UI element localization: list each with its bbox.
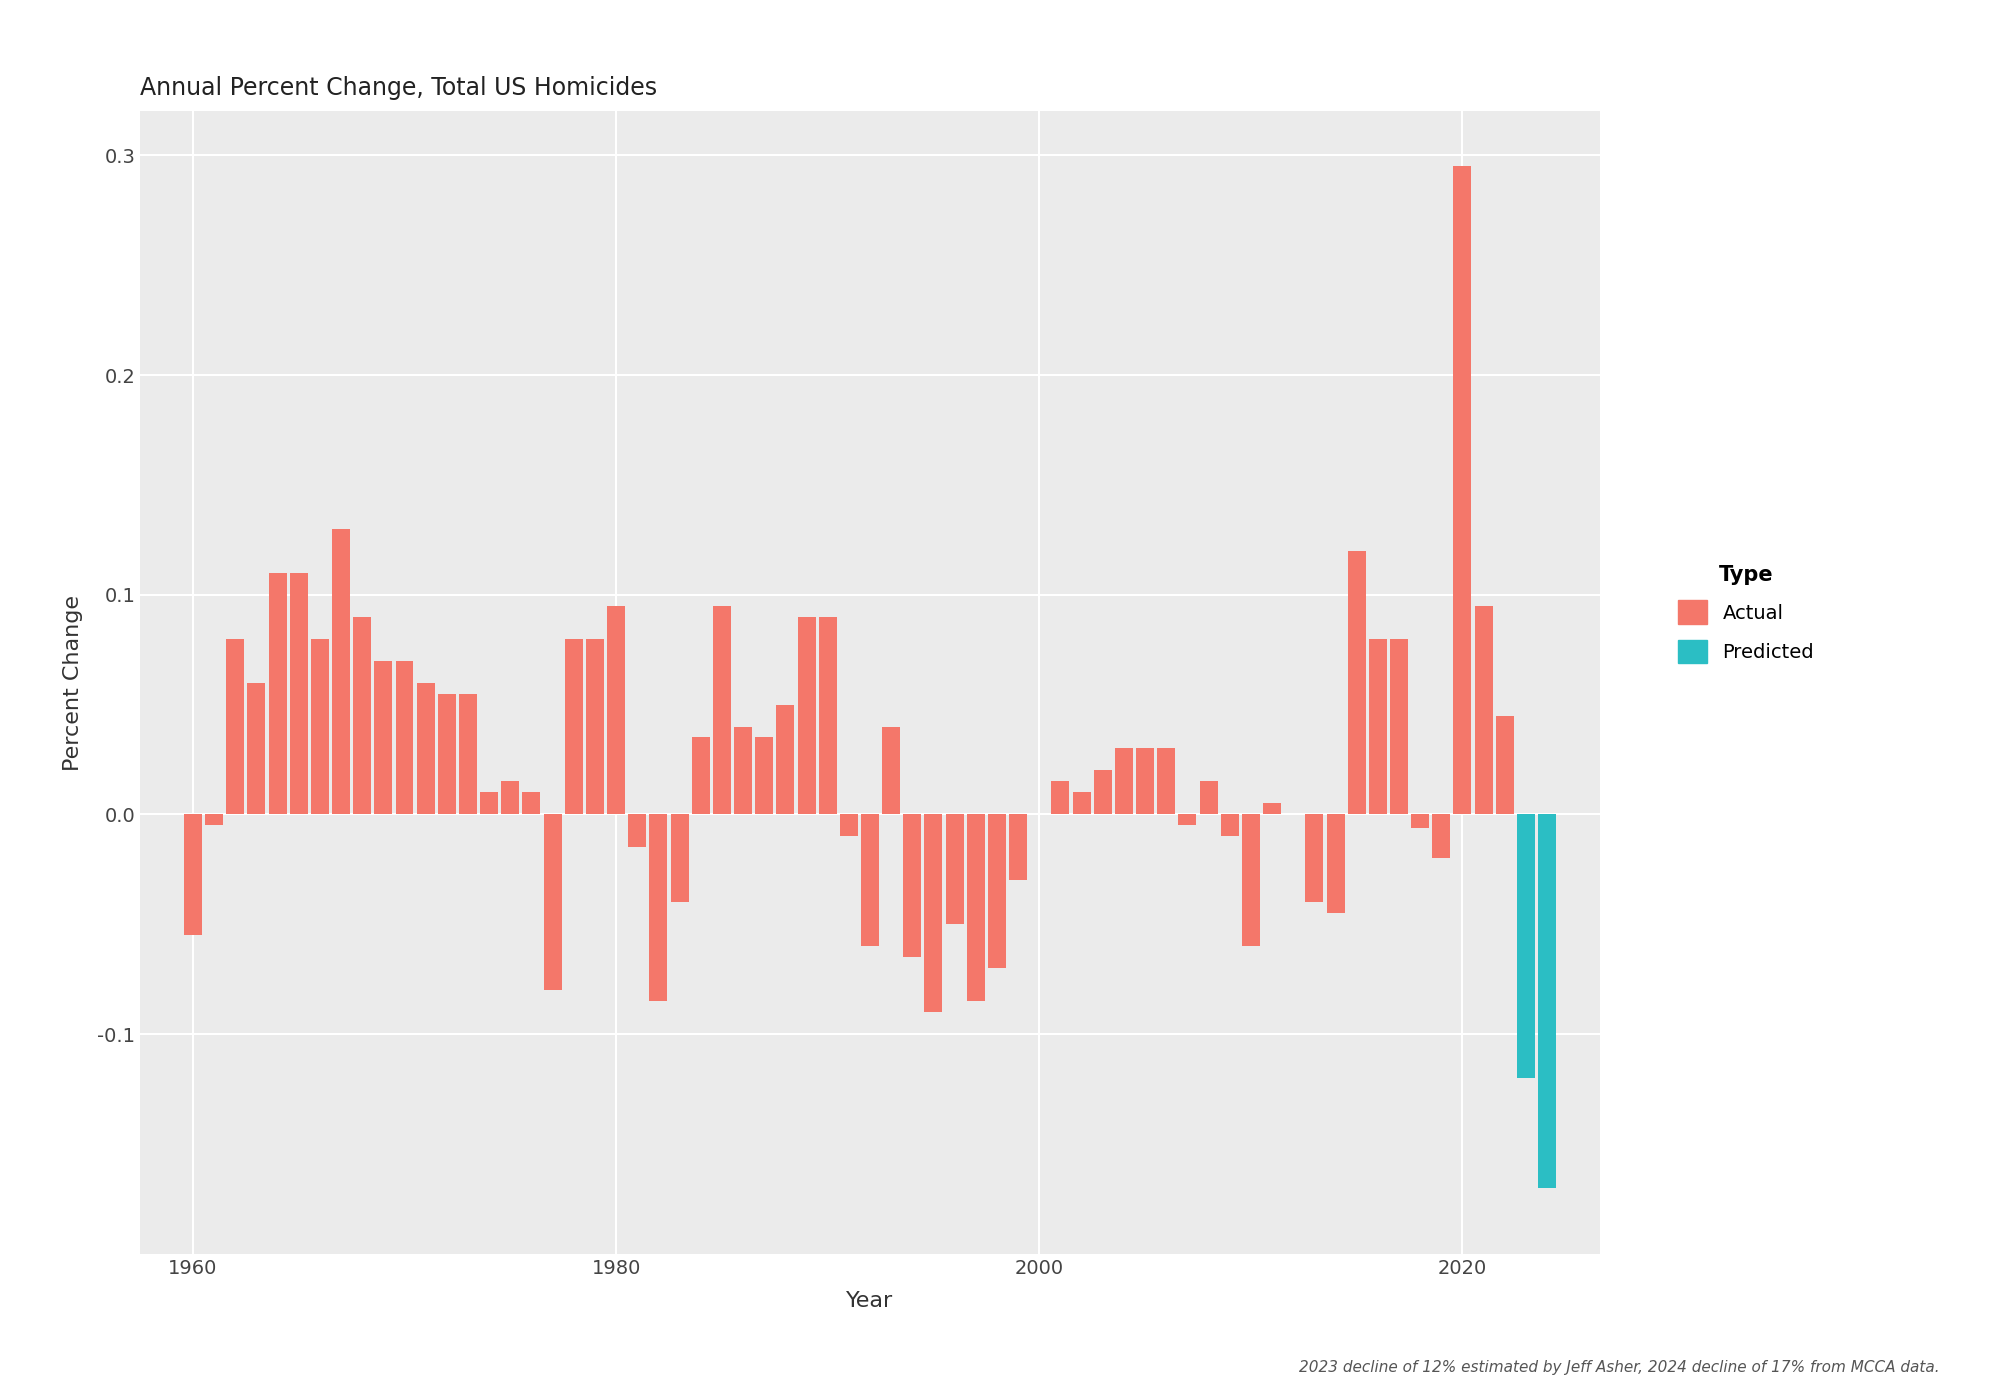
- Bar: [206, 815, 224, 825]
- Bar: [1178, 815, 1196, 825]
- Bar: [586, 638, 604, 815]
- Bar: [966, 815, 984, 1002]
- Bar: [946, 815, 964, 924]
- Bar: [1010, 815, 1028, 880]
- Bar: [458, 694, 476, 815]
- Bar: [502, 781, 520, 815]
- Bar: [1390, 638, 1408, 815]
- Bar: [1368, 638, 1386, 815]
- Bar: [1432, 815, 1450, 858]
- Bar: [670, 815, 688, 903]
- Bar: [882, 727, 900, 815]
- Bar: [1306, 815, 1324, 903]
- Bar: [756, 737, 774, 815]
- Bar: [310, 638, 328, 815]
- Bar: [692, 737, 710, 815]
- Bar: [1200, 781, 1218, 815]
- Bar: [354, 617, 372, 815]
- Bar: [396, 660, 414, 815]
- Bar: [988, 815, 1006, 968]
- Bar: [1094, 770, 1112, 815]
- Bar: [862, 815, 878, 946]
- Bar: [924, 815, 942, 1013]
- Y-axis label: Percent Change: Percent Change: [64, 595, 84, 770]
- Bar: [1158, 748, 1176, 815]
- Text: 2023 decline of 12% estimated by Jeff Asher, 2024 decline of 17% from MCCA data.: 2023 decline of 12% estimated by Jeff As…: [1300, 1360, 1940, 1375]
- Bar: [1242, 815, 1260, 946]
- Bar: [650, 815, 668, 1002]
- Legend: Actual, Predicted: Actual, Predicted: [1668, 556, 1824, 673]
- Bar: [712, 606, 730, 815]
- Bar: [564, 638, 582, 815]
- Bar: [1220, 815, 1238, 836]
- Bar: [416, 683, 434, 815]
- Bar: [1114, 748, 1132, 815]
- Bar: [1538, 815, 1556, 1188]
- Bar: [1136, 748, 1154, 815]
- Bar: [522, 793, 540, 815]
- Text: Annual Percent Change, Total US Homicides: Annual Percent Change, Total US Homicide…: [140, 75, 658, 100]
- Bar: [1412, 815, 1430, 827]
- Bar: [1052, 781, 1070, 815]
- Bar: [374, 660, 392, 815]
- Bar: [480, 793, 498, 815]
- Bar: [776, 705, 794, 815]
- Bar: [904, 815, 922, 957]
- Bar: [1496, 716, 1514, 815]
- Bar: [628, 815, 646, 847]
- Bar: [1516, 815, 1534, 1078]
- Bar: [1264, 804, 1282, 815]
- Bar: [1454, 166, 1472, 815]
- Bar: [544, 815, 562, 990]
- Bar: [268, 573, 286, 815]
- Bar: [1474, 606, 1492, 815]
- Bar: [1348, 550, 1366, 815]
- Bar: [818, 617, 836, 815]
- Bar: [248, 683, 266, 815]
- Bar: [840, 815, 858, 836]
- Bar: [332, 529, 350, 815]
- Bar: [798, 617, 816, 815]
- Bar: [1072, 793, 1090, 815]
- Bar: [608, 606, 626, 815]
- Bar: [438, 694, 456, 815]
- Bar: [290, 573, 308, 815]
- Bar: [226, 638, 244, 815]
- Bar: [184, 815, 202, 935]
- Bar: [1326, 815, 1344, 914]
- X-axis label: Year: Year: [846, 1291, 894, 1311]
- Bar: [734, 727, 752, 815]
